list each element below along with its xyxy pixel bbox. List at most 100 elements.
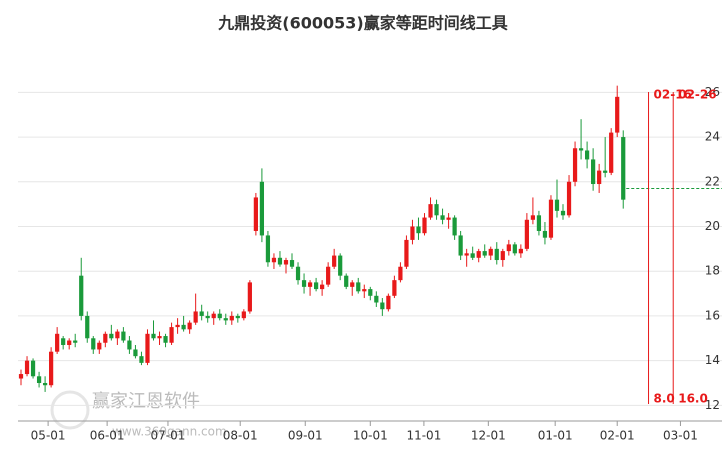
candle-body [289, 260, 295, 267]
y-tick-label: 14 [705, 353, 720, 367]
candle-body [73, 340, 78, 343]
candle-body [175, 324, 180, 328]
candle-body [422, 217, 427, 234]
candle-body [440, 215, 445, 220]
y-tick-label: 26 [705, 85, 720, 99]
candle-body [36, 376, 42, 383]
candle-body [597, 170, 602, 185]
candle-body [109, 333, 114, 339]
watermark-url: www.360gann.com [112, 425, 227, 439]
candle-body [127, 340, 132, 350]
y-tick-label: 22 [705, 174, 720, 188]
candle-body [18, 374, 24, 379]
candle-body [326, 266, 331, 285]
candle-body [338, 255, 343, 276]
candle-body [151, 333, 156, 339]
candle-body [271, 257, 277, 263]
watermark-logo [50, 390, 90, 430]
candle-body [578, 148, 584, 151]
candle-body [193, 311, 198, 323]
x-tick-label: 10-01 [353, 429, 388, 443]
y-tick-label: 20 [705, 219, 720, 233]
candle-body [187, 322, 192, 330]
candle-body [217, 313, 222, 319]
candle-body [404, 239, 409, 267]
candle-body [229, 315, 234, 321]
candle-body [97, 342, 102, 350]
candle-body [259, 181, 265, 236]
candle-body [500, 251, 505, 261]
candle-body [30, 360, 36, 377]
candle-body [139, 356, 144, 363]
candle-body [85, 315, 90, 339]
candle-body [133, 349, 138, 357]
candle-body [356, 282, 361, 292]
candle-body [458, 235, 463, 256]
candle-body [313, 282, 319, 290]
candle-body [524, 219, 529, 249]
time-line-count: 16.0 [678, 392, 708, 406]
x-tick-label: 03-01 [663, 429, 698, 443]
candle-body [265, 235, 271, 263]
candle-body [488, 248, 493, 256]
candle-body [42, 382, 48, 386]
candle-body [295, 266, 301, 281]
candle-body [518, 248, 523, 254]
candle-body [536, 215, 542, 231]
candle-body [506, 244, 511, 252]
candle-body [548, 199, 554, 238]
candle-body [621, 137, 626, 200]
candle-body [61, 338, 66, 345]
candle-body [560, 210, 566, 216]
candle-body [247, 282, 252, 312]
candle-body [79, 275, 84, 316]
candle-body [512, 244, 517, 254]
candle-body [199, 311, 204, 316]
y-tick-label: 18 [705, 264, 720, 278]
candle-body [205, 315, 210, 319]
candle-body [428, 204, 433, 218]
time-line-date: 02-26 [678, 88, 716, 102]
candle-body [476, 251, 481, 258]
candle-body [277, 257, 283, 265]
y-tick-label: 12 [705, 398, 720, 412]
x-tick-label: 01-01 [538, 429, 573, 443]
y-tick-label: 24 [705, 130, 720, 144]
candle-body [470, 253, 475, 258]
candle-body [67, 340, 72, 345]
candle-body [591, 159, 596, 185]
candle-body [115, 331, 120, 339]
candle-body [55, 333, 60, 352]
candle-body [494, 248, 499, 261]
candle-body [392, 280, 397, 296]
candle-body [350, 282, 355, 287]
candle-body [24, 360, 30, 375]
candle-body [554, 199, 560, 211]
candle-body [145, 333, 150, 363]
candle-body [615, 96, 620, 133]
candle-body [181, 324, 186, 330]
candle-body [235, 315, 240, 319]
candle-body [49, 351, 54, 386]
candle-body [169, 327, 174, 343]
candle-body [301, 280, 307, 287]
candle-body [410, 226, 415, 240]
candle-body [307, 282, 313, 287]
x-tick-label: 02-01 [600, 429, 635, 443]
candle-body [530, 215, 536, 220]
watermark: 赢家江恩软件 [92, 390, 200, 412]
x-tick-label: 07-01 [151, 429, 186, 443]
candle-body [416, 226, 421, 234]
candle-body [344, 275, 349, 287]
candle-body [283, 260, 289, 265]
candle-body [163, 336, 168, 343]
x-tick-label: 05-01 [31, 429, 66, 443]
candle-body [446, 217, 451, 220]
candle-body [253, 197, 258, 231]
candle-body [452, 217, 457, 236]
candle-body [157, 336, 162, 339]
candle-body [603, 170, 608, 173]
candle-body [320, 284, 325, 290]
candle-body [386, 295, 391, 310]
